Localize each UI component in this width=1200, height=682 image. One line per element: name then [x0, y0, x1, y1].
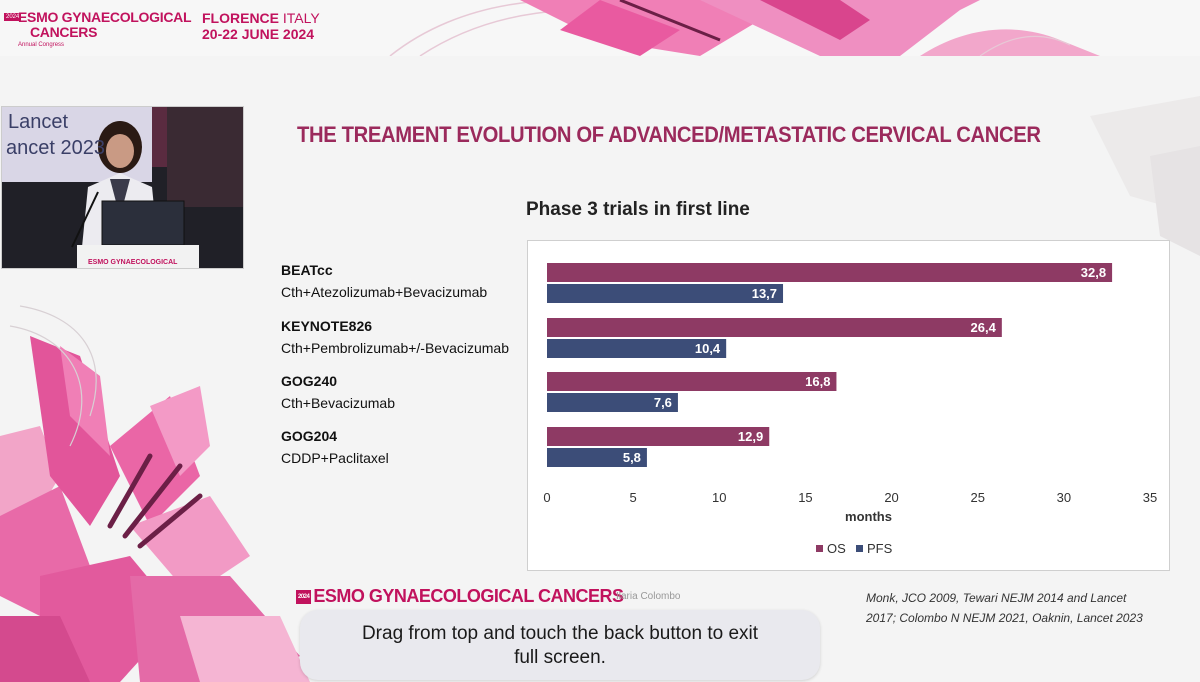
data-label-os-gog204: 12,9 — [738, 429, 763, 444]
speaker-name: Ilaria Colombo — [616, 591, 681, 602]
data-label-pfs-keynote826: 10,4 — [695, 341, 721, 356]
logo-subtitle: Annual Congress — [18, 42, 65, 48]
category-regimen: Cth+Bevacizumab — [281, 395, 396, 411]
data-label-pfs-beatcc: 13,7 — [752, 286, 777, 301]
legend-swatch-pfs — [856, 545, 863, 552]
x-tick-label: 30 — [1057, 490, 1071, 505]
category-regimen: Cth+Atezolizumab+Bevacizumab — [281, 284, 488, 300]
bar-os-keynote826 — [547, 318, 1002, 337]
slide-title: THE TREAMENT EVOLUTION OF ADVANCED/METAS… — [297, 122, 1041, 147]
category-name: KEYNOTE826 — [281, 318, 373, 334]
lily-slide-decoration — [0, 96, 1200, 682]
category-name: BEATcc — [281, 262, 333, 278]
lily-header-decoration — [389, 0, 1100, 56]
legend-swatch-os — [816, 545, 823, 552]
congress-header: 2024 ESMO GYNAECOLOGICAL CANCERS Annual … — [0, 0, 1200, 57]
bar-pfs-beatcc — [547, 284, 784, 303]
references: Monk, JCO 2009, Tewari NEJM 2014 and Lan… — [866, 588, 1186, 628]
category-regimen: CDDP+Paclitaxel — [281, 450, 389, 466]
x-tick-label: 0 — [543, 490, 550, 505]
video-screen-text-1: Lancet — [8, 111, 69, 133]
data-label-pfs-gog240: 7,6 — [654, 395, 672, 410]
video-podium-banner: ESMO GYNAECOLOGICAL — [88, 259, 178, 266]
chart-title: Phase 3 trials in first line — [526, 199, 750, 220]
x-tick-label: 5 — [630, 490, 637, 505]
data-label-os-keynote826: 26,4 — [971, 320, 997, 335]
logo-year-badge: 2024 — [4, 13, 22, 21]
location-city: FLORENCE — [202, 10, 279, 26]
x-tick-label: 15 — [798, 490, 812, 505]
chart-plot-area: 32,8 13,7 26,4 10,4 16,8 7,6 12,9 5,8 0 5 10 15 20 25… — [527, 240, 1170, 571]
bar-chart: 32,8 13,7 26,4 10,4 16,8 7,6 12,9 5,8 0 5 10 15 20 25… — [543, 263, 1157, 556]
bar-os-gog240 — [547, 372, 837, 391]
bar-pfs-keynote826 — [547, 339, 727, 358]
toast-line-2: full screen. — [514, 647, 606, 668]
references-line-2: 2017; Colombo N NEJM 2021, Oaknin, Lance… — [866, 611, 1143, 625]
category-regimen: Cth+Pembrolizumab+/-Bevacizumab — [281, 340, 509, 356]
congress-location: FLORENCE ITALY 20-22 JUNE 2024 — [202, 10, 320, 42]
x-tick-label: 35 — [1143, 490, 1157, 505]
category-name: GOG204 — [281, 428, 338, 444]
data-label-pfs-gog204: 5,8 — [623, 450, 641, 465]
logo-line-2: CANCERS — [30, 24, 98, 40]
legend-label-os: OS — [827, 541, 846, 556]
x-axis-label: months — [845, 509, 892, 524]
footer-logo-year: 2024 — [296, 590, 312, 605]
bar-pfs-gog204 — [547, 448, 647, 467]
fullscreen-exit-toast[interactable]: Drag from top and touch the back button … — [300, 610, 820, 680]
location-country: ITALY — [282, 10, 320, 26]
video-screen-text-2: ancet 2023 — [6, 137, 105, 159]
legend-label-pfs: PFS — [867, 541, 893, 556]
footer-logo-text: ESMO GYNAECOLOGICAL CANCERS — [313, 586, 624, 606]
x-tick-label: 25 — [970, 490, 984, 505]
data-label-os-gog240: 16,8 — [805, 374, 830, 389]
bar-pfs-gog240 — [547, 393, 678, 412]
speaker-video[interactable]: Lancet ancet 2023 ESMO GYNAECOLOGICAL — [1, 106, 244, 269]
congress-dates: 20-22 JUNE 2024 — [202, 26, 315, 42]
x-tick-label: 20 — [884, 490, 898, 505]
bar-os-gog204 — [547, 427, 770, 446]
logo-line-1: ESMO GYNAECOLOGICAL — [18, 9, 192, 25]
data-label-os-beatcc: 32,8 — [1081, 265, 1106, 280]
footer-logo: 2024 ESMO GYNAECOLOGICAL CANCERS — [296, 586, 624, 607]
references-line-1: Monk, JCO 2009, Tewari NEJM 2014 and Lan… — [866, 591, 1127, 605]
congress-logo: ESMO GYNAECOLOGICAL CANCERS — [18, 9, 192, 40]
speaker-scene — [2, 107, 243, 268]
x-tick-label: 10 — [712, 490, 726, 505]
category-name: GOG240 — [281, 373, 338, 389]
toast-line-1: Drag from top and touch the back button … — [361, 623, 759, 644]
bar-os-beatcc — [547, 263, 1113, 282]
